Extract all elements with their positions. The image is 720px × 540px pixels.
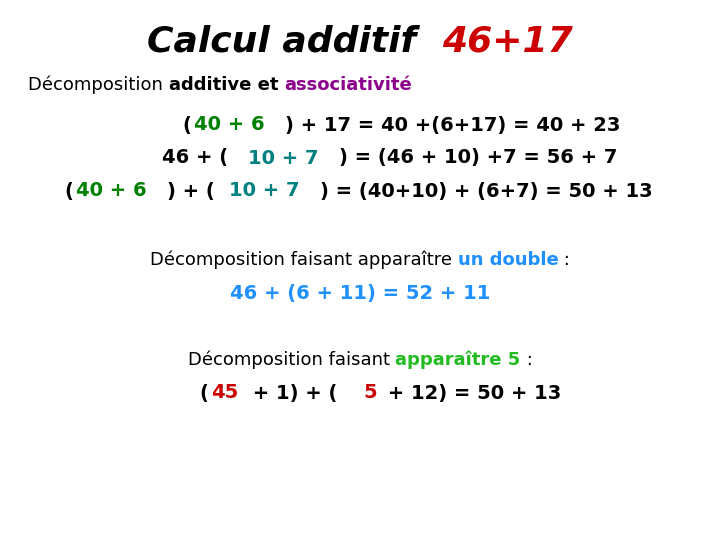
- Text: 46 + (: 46 + (: [163, 148, 229, 167]
- Text: Décomposition faisant: Décomposition faisant: [188, 351, 395, 369]
- Text: 45: 45: [211, 383, 238, 402]
- Text: Calcul additif: Calcul additif: [148, 25, 442, 59]
- Text: 46 + (6 + 11) = 52 + 11: 46 + (6 + 11) = 52 + 11: [230, 284, 490, 302]
- Text: 46+17: 46+17: [442, 25, 572, 59]
- Text: 10 + 7: 10 + 7: [229, 181, 300, 200]
- Text: additive et: additive et: [168, 76, 284, 94]
- Text: 40 + 6: 40 + 6: [76, 181, 147, 200]
- Text: un double: un double: [458, 251, 558, 269]
- Text: (: (: [65, 181, 73, 200]
- Text: (: (: [199, 383, 208, 402]
- Text: apparaître 5: apparaître 5: [395, 351, 521, 369]
- Text: 10 + 7: 10 + 7: [248, 148, 318, 167]
- Text: ) = (40+10) + (6+7) = 50 + 13: ) = (40+10) + (6+7) = 50 + 13: [320, 181, 652, 200]
- Text: ) = (46 + 10) +7 = 56 + 7: ) = (46 + 10) +7 = 56 + 7: [339, 148, 617, 167]
- Text: Décomposition faisant apparaître: Décomposition faisant apparaître: [150, 251, 458, 269]
- Text: ) + (: ) + (: [167, 181, 215, 200]
- Text: 40 + 6: 40 + 6: [194, 116, 265, 134]
- Text: Décomposition: Décomposition: [28, 76, 168, 94]
- Text: (: (: [183, 116, 192, 134]
- Text: ) + 17 = 40 +(6+17) = 40 + 23: ) + 17 = 40 +(6+17) = 40 + 23: [285, 116, 621, 134]
- Text: + 12) = 50 + 13: + 12) = 50 + 13: [382, 383, 562, 402]
- Text: associativité: associativité: [284, 76, 412, 94]
- Text: :: :: [521, 351, 532, 369]
- Text: :: :: [558, 251, 570, 269]
- Text: 5: 5: [364, 383, 377, 402]
- Text: + 1) + (: + 1) + (: [246, 383, 337, 402]
